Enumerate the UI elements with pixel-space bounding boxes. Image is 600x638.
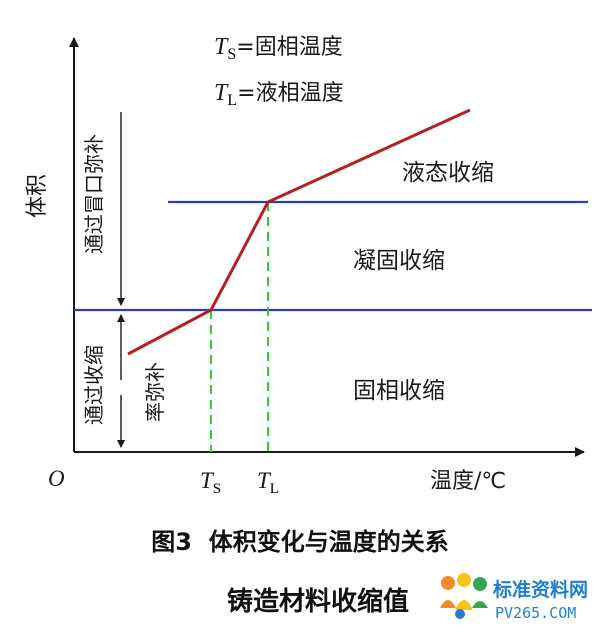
people-logo-icon xyxy=(440,573,488,619)
watermark-title: 标准资料网 xyxy=(493,578,588,601)
ts-tick-sub: S xyxy=(213,481,221,497)
riser-compensation-label: 通过冒口弥补 xyxy=(82,134,106,254)
tl-tick-sub: L xyxy=(270,481,279,497)
y-axis-label: 体积 xyxy=(25,174,50,218)
legend-ts-sub: S xyxy=(227,46,236,63)
watermark-logo: 标准资料网 PV265.COM xyxy=(440,573,588,622)
legend-tl-text: =液相温度 xyxy=(237,81,343,106)
solidification-shrinkage-label: 凝固收缩 xyxy=(353,248,445,274)
x-axis-label: 温度/℃ xyxy=(430,469,506,494)
origin-label: O xyxy=(48,466,65,491)
svg-text:TS=固相温度: TS=固相温度 xyxy=(214,34,343,63)
volume-curve xyxy=(127,108,471,356)
shrinkage-compensation-label: 通过收缩 xyxy=(82,345,106,425)
liquid-shrinkage-label: 液态收缩 xyxy=(402,160,494,186)
svg-text:TL: TL xyxy=(257,468,279,497)
figure-caption: 图3 体积变化与温度的关系 xyxy=(151,528,448,556)
solid-shrinkage-label: 固相收缩 xyxy=(353,378,445,404)
page-subtitle: 铸造材料收缩值 xyxy=(227,586,409,617)
rate-compensation-label: 率弥补 xyxy=(143,362,167,422)
tl-tick-symbol: T xyxy=(257,468,272,493)
legend-ts-symbol: T xyxy=(214,34,229,60)
svg-text:TL=液相温度: TL=液相温度 xyxy=(214,80,344,109)
svg-text:TS: TS xyxy=(200,468,221,497)
ts-tick-symbol: T xyxy=(200,468,215,493)
legend-tl-symbol: T xyxy=(214,80,229,106)
watermark-url: PV265.COM xyxy=(495,604,576,622)
legend-tl-sub: L xyxy=(227,92,237,109)
legend-ts-text: =固相温度 xyxy=(236,35,342,60)
